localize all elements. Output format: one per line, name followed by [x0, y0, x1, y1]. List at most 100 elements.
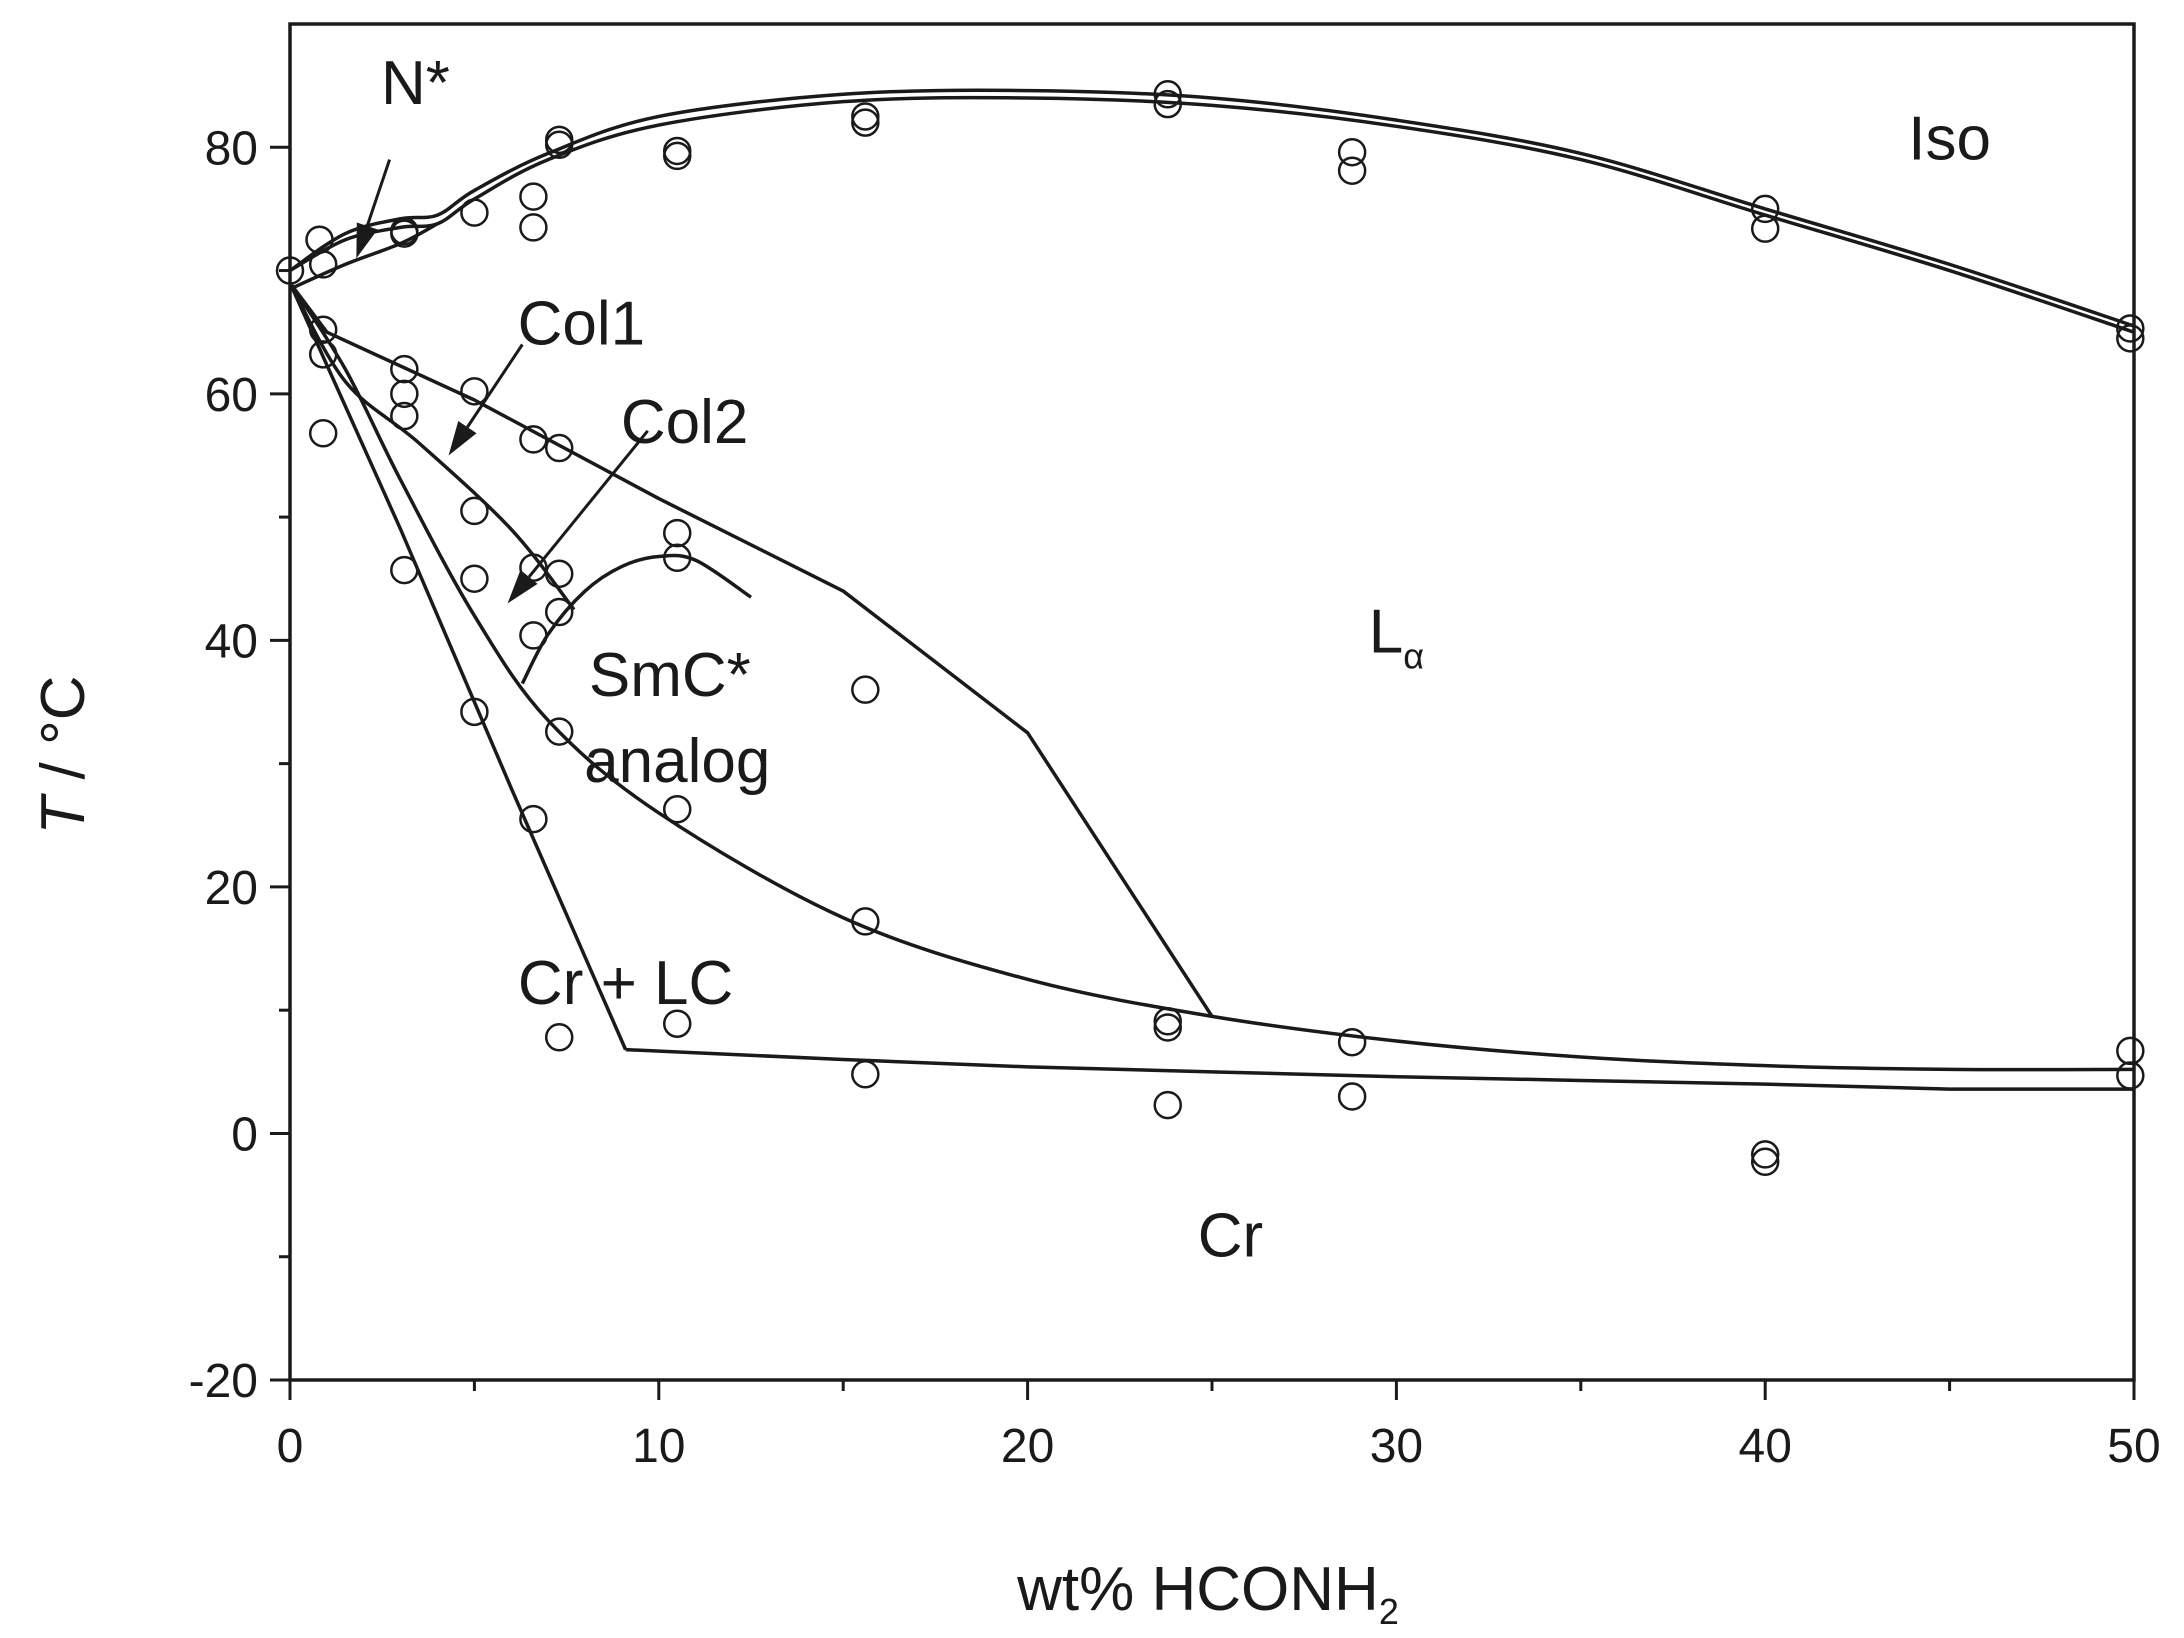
region-label-cr: Cr	[1198, 1202, 1263, 1271]
y-axis-ticks	[270, 145, 290, 1382]
region-label-subscript: α	[1403, 636, 1424, 677]
x-axis-tick-labels: 0 10 20 30 40 50	[277, 1420, 2161, 1473]
data-point	[308, 419, 338, 448]
x-axis-title: wt% HCONH2	[1016, 1555, 1399, 1632]
data-point	[851, 675, 880, 704]
region-label-text: Iso	[1908, 105, 1991, 174]
data-point	[544, 717, 574, 746]
data-point	[662, 794, 692, 824]
data-point	[1750, 214, 1780, 243]
data-point	[1337, 1082, 1367, 1111]
col1-col2-boundary-line	[288, 282, 576, 611]
data-point	[662, 141, 692, 171]
data-point	[390, 555, 419, 585]
smc-dome-line	[520, 553, 752, 685]
region-label-n-star: N*	[381, 49, 450, 118]
data-point	[460, 564, 489, 593]
data-point	[851, 102, 880, 131]
data-point	[2116, 1036, 2145, 1066]
data-point	[390, 401, 419, 431]
data-point	[851, 907, 880, 936]
region-label-smc-analog-2: analog	[584, 727, 770, 796]
data-point	[1153, 1013, 1182, 1042]
data-point	[308, 340, 338, 369]
region-label-text: analog	[584, 727, 770, 796]
region-label-col2: Col2	[621, 388, 749, 457]
x-axis-title-main: wt% HCONH	[1016, 1555, 1379, 1624]
data-point	[1750, 1147, 1780, 1177]
y-tick-label: -20	[189, 1355, 258, 1408]
data-point	[308, 250, 338, 279]
data-point	[1750, 1140, 1780, 1169]
n-star-arrow-shaft	[365, 159, 391, 227]
y-tick-label: 60	[205, 369, 258, 422]
data-point	[1153, 1090, 1182, 1120]
data-point	[1153, 89, 1182, 119]
cr-solidus-line	[625, 1047, 2134, 1091]
data-point	[544, 597, 574, 627]
data-point	[519, 182, 548, 211]
data-point	[851, 108, 880, 137]
col1-arrow-shaft	[466, 343, 524, 428]
x-tick-label: 40	[1739, 1420, 1792, 1473]
x-tick-label: 10	[632, 1420, 685, 1473]
region-label-text: L	[1369, 598, 1403, 667]
label-arrows	[356, 159, 649, 604]
data-point	[544, 1023, 574, 1052]
x-tick-label: 0	[277, 1420, 304, 1473]
y-axis-title: T / °C	[29, 675, 98, 834]
data-point	[1153, 1007, 1182, 1036]
region-label-iso: Iso	[1908, 105, 1991, 174]
data-point	[1337, 156, 1367, 185]
x-axis-ticks	[288, 1380, 2136, 1400]
x-tick-label: 30	[1370, 1420, 1423, 1473]
region-label-text: Cr	[1198, 1202, 1263, 1271]
data-point	[390, 354, 419, 384]
y-axis-title-symbol: T	[29, 793, 98, 835]
x-tick-label: 20	[1001, 1420, 1054, 1473]
region-label-cr-lc: Cr + LC	[518, 949, 733, 1018]
region-label-text: N*	[381, 49, 450, 118]
smc-lower-boundary-line	[288, 281, 2135, 1072]
region-label-text: SmC*	[589, 641, 751, 710]
col1-upper-boundary-line	[288, 281, 1214, 1018]
data-point	[519, 213, 548, 242]
data-point	[460, 697, 489, 727]
region-label-col1: Col1	[518, 290, 646, 359]
data-point	[519, 804, 548, 834]
data-point	[544, 433, 574, 463]
data-point	[519, 621, 548, 650]
iso-clearing-upper-line	[289, 88, 2135, 328]
data-point	[2116, 314, 2145, 343]
col2-arrow-head	[507, 570, 538, 604]
data-point	[460, 496, 489, 526]
x-axis-title-subscript: 2	[1379, 1591, 1399, 1632]
cr-lc-boundary-line	[288, 282, 628, 1051]
data-point	[662, 518, 692, 548]
region-label-text: Cr + LC	[518, 949, 733, 1018]
data-points	[275, 80, 2145, 1177]
data-point	[460, 377, 489, 406]
data-point	[544, 130, 574, 160]
data-point	[1153, 80, 1182, 109]
x-tick-label: 50	[2107, 1420, 2160, 1473]
n-star-lower-boundary-line	[289, 222, 439, 291]
data-point	[2116, 1061, 2145, 1090]
data-point	[390, 379, 419, 409]
data-point	[2116, 324, 2145, 353]
data-point	[308, 315, 338, 344]
data-point	[662, 1009, 692, 1038]
y-axis-tick-labels: -20 0 20 40 60 80	[189, 122, 258, 1408]
region-label-text: Col2	[621, 388, 749, 457]
col1-arrow-head	[448, 421, 477, 456]
data-point	[851, 1060, 880, 1089]
data-point	[390, 219, 419, 248]
y-tick-label: 0	[231, 1108, 258, 1161]
data-point	[544, 559, 574, 589]
col2-arrow-shaft	[527, 429, 649, 578]
y-tick-label: 40	[205, 615, 258, 668]
y-tick-label: 80	[205, 122, 258, 175]
data-point	[460, 198, 489, 227]
n-star-arrow-head	[356, 222, 378, 259]
y-tick-label: 20	[205, 862, 258, 915]
